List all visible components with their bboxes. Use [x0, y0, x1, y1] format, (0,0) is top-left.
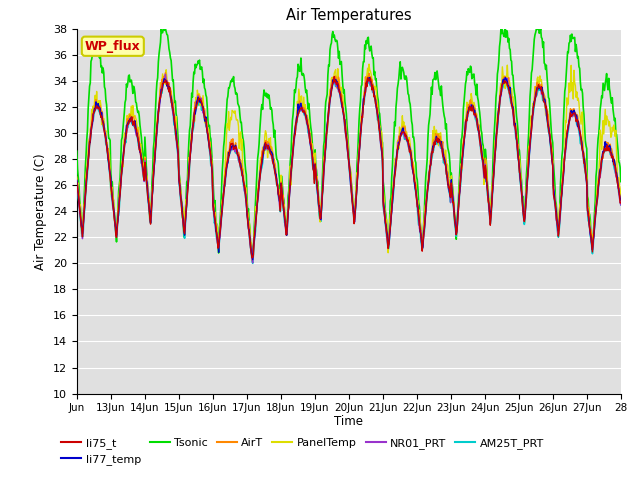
Legend: li75_t, li77_temp, Tsonic, AirT, PanelTemp, NR01_PRT, AM25T_PRT: li75_t, li77_temp, Tsonic, AirT, PanelTe…	[57, 433, 548, 469]
Text: WP_flux: WP_flux	[85, 40, 141, 53]
X-axis label: Time: Time	[334, 415, 364, 428]
Title: Air Temperatures: Air Temperatures	[286, 9, 412, 24]
Y-axis label: Air Temperature (C): Air Temperature (C)	[35, 153, 47, 269]
